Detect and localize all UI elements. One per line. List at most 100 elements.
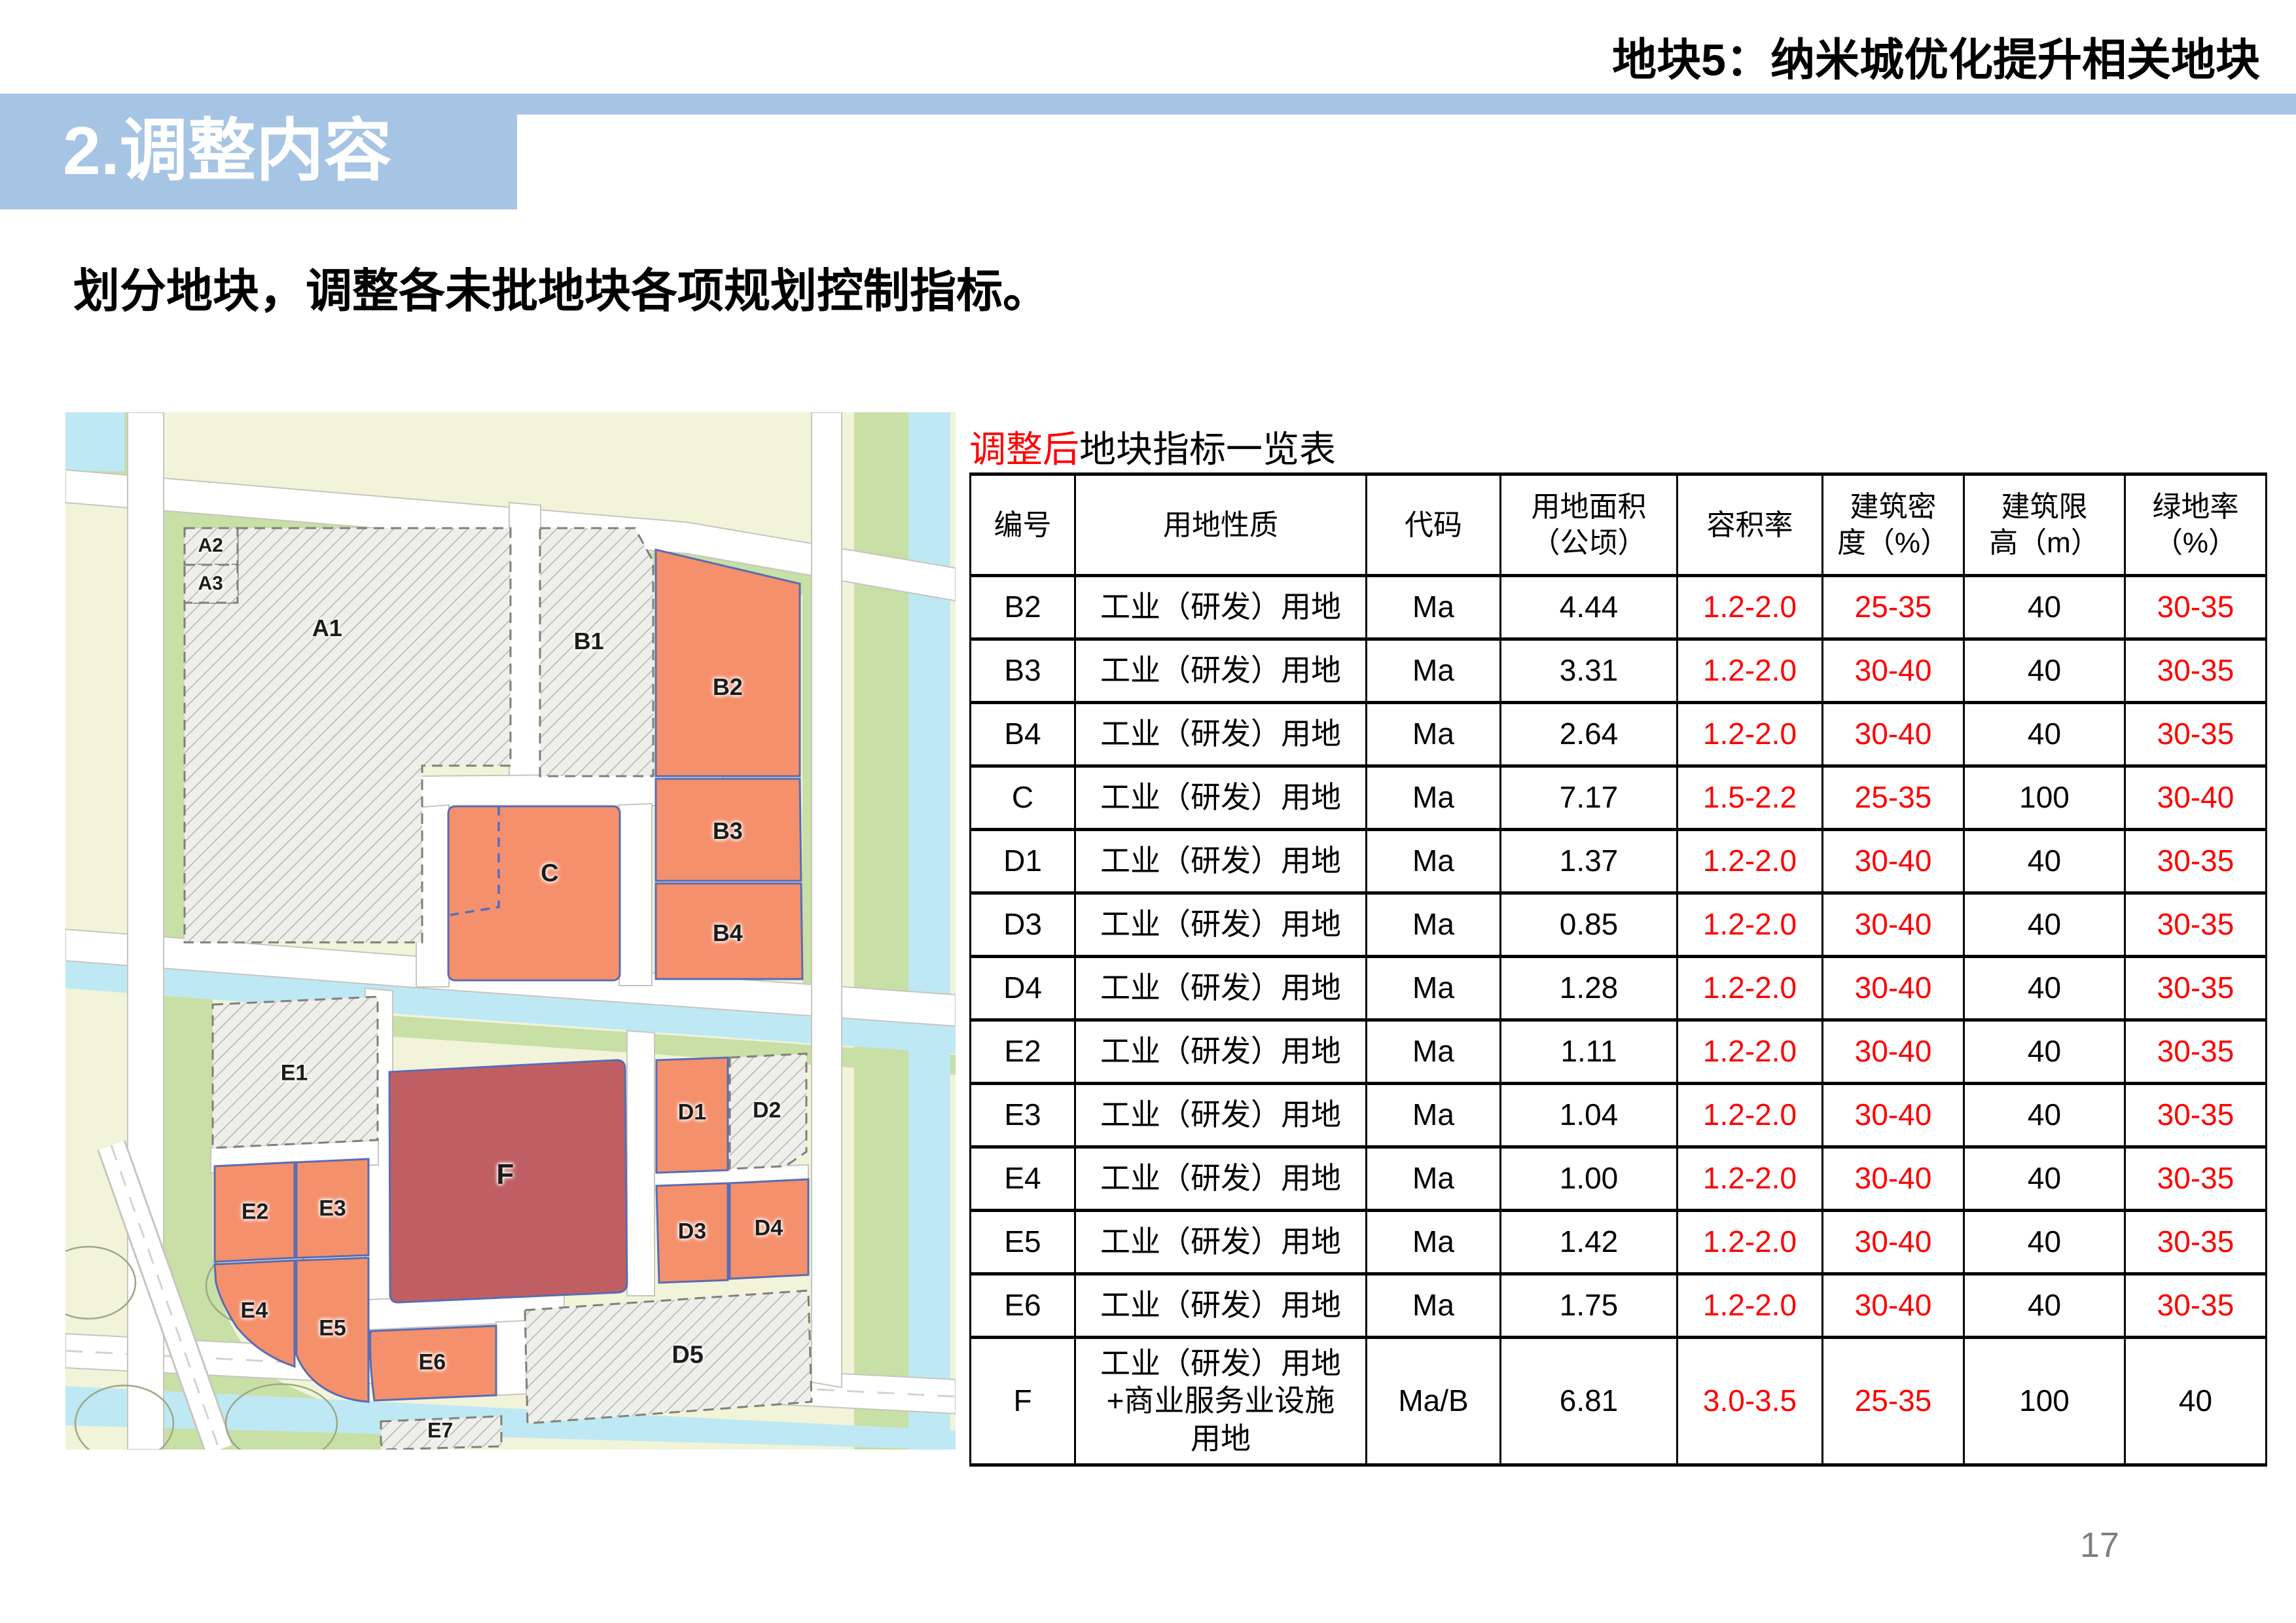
table-title-rest: 地块指标一览表 <box>1079 429 1336 470</box>
cell-green: 30-35 <box>2124 955 2267 1022</box>
water-canal-middle <box>65 961 956 1054</box>
cell-use: 工业（研发）用地 <box>1074 637 1367 704</box>
map-label-B1: B1 <box>573 628 604 655</box>
map-label-E1: E1 <box>280 1060 308 1086</box>
table-row-B4: B4 工业（研发）用地 Ma 2.64 1.2-2.0 30-40 40 30-35 <box>969 701 2267 768</box>
water-pond <box>65 412 124 471</box>
plot-E2 <box>213 1161 296 1263</box>
cell-use: 工业（研发）用地 <box>1074 574 1367 641</box>
cell-area: 1.04 <box>1499 1082 1678 1149</box>
column-header-2: 代码 <box>1365 473 1501 577</box>
table-row-E4: E4 工业（研发）用地 Ma 1.00 1.2-2.0 30-40 40 30-35 <box>969 1145 2267 1212</box>
plan-map-graphic: .field{fill:var(--field);} .green{fill:v… <box>65 412 956 1450</box>
cell-height: 40 <box>1963 1209 2126 1275</box>
plot-E7 <box>380 1415 503 1450</box>
cell-height: 40 <box>1963 828 2126 895</box>
plot-E3 <box>295 1158 370 1259</box>
cell-id: E2 <box>969 1018 1076 1085</box>
column-header-7: 绿地率 （%） <box>2124 473 2267 577</box>
table-row-B2: B2 工业（研发）用地 Ma 4.44 1.2-2.0 25-35 40 30-35 <box>969 574 2267 641</box>
column-header-0: 编号 <box>969 473 1076 577</box>
cell-id: B2 <box>969 574 1076 641</box>
cell-height: 40 <box>1963 574 2126 641</box>
cell-far: 1.2-2.0 <box>1676 1018 1823 1085</box>
cell-id: B3 <box>969 637 1076 704</box>
water-canal-right <box>908 412 950 1450</box>
table-title: 调整后地块指标一览表 <box>969 420 1336 473</box>
cell-density: 25-35 <box>1821 574 1965 641</box>
cell-area: 7.17 <box>1499 764 1678 831</box>
cell-use: 工业（研发）用地 <box>1074 1272 1367 1339</box>
plot-E4 <box>213 1259 296 1368</box>
cell-area: 1.37 <box>1499 828 1678 895</box>
table-row-D1: D1 工业（研发）用地 Ma 1.37 1.2-2.0 30-40 40 30-35 <box>969 828 2267 895</box>
cell-use: 工业（研发）用地 <box>1074 1082 1367 1149</box>
cell-height: 100 <box>1963 764 2126 831</box>
cell-density: 30-40 <box>1821 637 1965 704</box>
column-header-1: 用地性质 <box>1074 473 1367 577</box>
cell-area: 6.81 <box>1499 1336 1678 1467</box>
map-label-E5: E5 <box>319 1315 346 1341</box>
cell-density: 30-40 <box>1821 955 1965 1022</box>
cell-area: 1.28 <box>1499 955 1678 1022</box>
plot-F <box>388 1059 628 1304</box>
cell-area: 0.85 <box>1499 891 1678 958</box>
cell-code: Ma <box>1365 1145 1501 1212</box>
land-use-plan-map: .field{fill:var(--field);} .green{fill:v… <box>65 412 956 1450</box>
cell-far: 1.2-2.0 <box>1676 1209 1823 1275</box>
cell-density: 30-40 <box>1821 891 1965 958</box>
map-label-E6: E6 <box>418 1349 446 1375</box>
map-label-E4: E4 <box>240 1298 268 1323</box>
cell-green: 40 <box>2124 1336 2267 1467</box>
map-label-A1: A1 <box>312 614 342 641</box>
cell-id: D4 <box>969 955 1076 1022</box>
interchange-loop <box>65 1245 137 1320</box>
plot-B4 <box>655 882 804 980</box>
cell-green: 30-35 <box>2124 1145 2267 1212</box>
cell-density: 30-40 <box>1821 828 1965 895</box>
column-header-5: 建筑密 度（%） <box>1821 473 1965 577</box>
cell-id: E3 <box>969 1082 1076 1149</box>
cell-use: 工业（研发）用地 <box>1074 891 1367 958</box>
map-label-E7: E7 <box>427 1418 454 1442</box>
cell-height: 40 <box>1963 1272 2126 1339</box>
cell-code: Ma <box>1365 764 1501 831</box>
cell-height: 40 <box>1963 1018 2126 1085</box>
plot-D3 <box>655 1182 729 1284</box>
table-row-E5: E5 工业（研发）用地 Ma 1.42 1.2-2.0 30-40 40 30-35 <box>969 1209 2267 1275</box>
page-title: 地块5：纳米城优化提升相关地块 <box>1612 35 2260 85</box>
cell-use: 工业（研发）用地 <box>1074 1209 1367 1275</box>
plot-D2 <box>728 1052 808 1170</box>
cell-green: 30-35 <box>2124 1082 2267 1149</box>
cell-green: 30-35 <box>2124 701 2267 768</box>
table-row-F: F 工业（研发）用地 +商业服务业设施 用地 Ma/B 6.81 3.0-3.5 25-3… <box>969 1336 2267 1467</box>
column-header-6: 建筑限 高（m） <box>1963 473 2126 577</box>
cell-far: 1.2-2.0 <box>1676 701 1823 768</box>
plot-C <box>447 805 621 982</box>
cell-height: 40 <box>1963 955 2126 1022</box>
subtitle-text: 划分地块，调整各未批地块各项规划控制指标。 <box>73 266 1050 317</box>
cell-id: E4 <box>969 1145 1076 1212</box>
cell-density: 30-40 <box>1821 701 1965 768</box>
cell-code: Ma <box>1365 891 1501 958</box>
cell-area: 4.44 <box>1499 574 1678 641</box>
cell-height: 40 <box>1963 1082 2126 1149</box>
plot-B2 <box>655 548 801 777</box>
table-row-D3: D3 工业（研发）用地 Ma 0.85 1.2-2.0 30-40 40 30-35 <box>969 891 2267 958</box>
cell-green: 30-35 <box>2124 828 2267 895</box>
plot-B3 <box>655 777 802 882</box>
plot-B1 <box>539 527 655 777</box>
column-header-3: 用地面积 （公顷） <box>1499 473 1678 577</box>
cell-code: Ma <box>1365 637 1501 704</box>
cell-area: 2.64 <box>1499 701 1678 768</box>
map-label-A3: A3 <box>198 572 223 594</box>
table-row-C: C 工业（研发）用地 Ma 7.17 1.5-2.2 25-35 100 30-40 <box>969 764 2267 831</box>
column-header-4: 容积率 <box>1676 473 1823 577</box>
cell-height: 40 <box>1963 891 2126 958</box>
cell-density: 30-40 <box>1821 1272 1965 1339</box>
cell-height: 40 <box>1963 637 2126 704</box>
cell-far: 1.2-2.0 <box>1676 1082 1823 1149</box>
cell-use: 工业（研发）用地 <box>1074 828 1367 895</box>
plot-E1 <box>211 995 379 1149</box>
